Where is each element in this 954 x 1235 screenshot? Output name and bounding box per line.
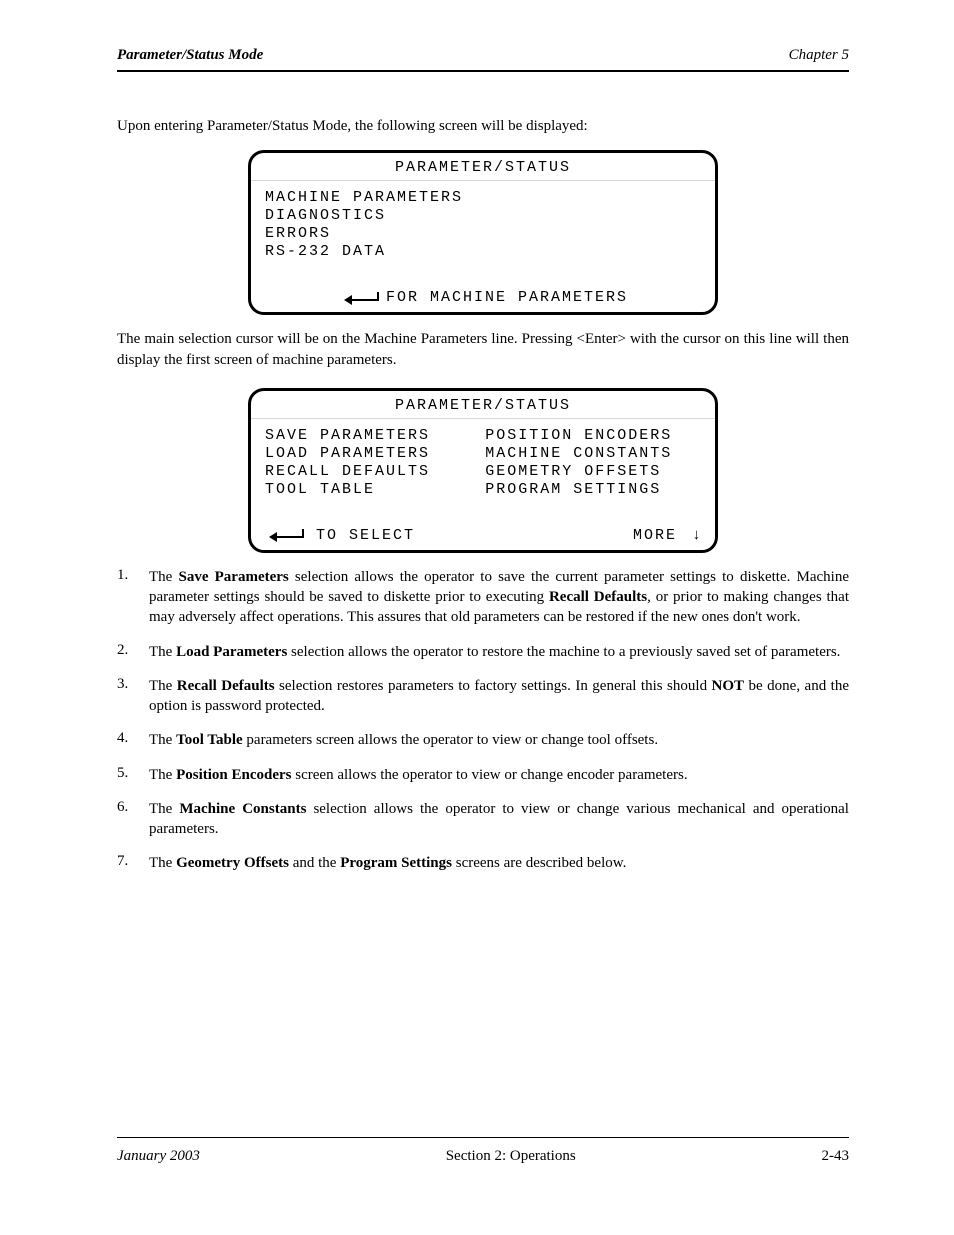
step-2: 2. The Load Parameters selection allows …: [117, 642, 849, 662]
screen-1-body: MACHINE PARAMETERS DIAGNOSTICS ERRORS RS…: [251, 181, 715, 285]
footer-rule: [117, 1137, 849, 1138]
screen-1-line-3: ERRORS: [265, 225, 701, 243]
term-recall-defaults: Recall Defaults: [549, 589, 647, 605]
step-5-text: The Position Encoders screen allows the …: [149, 765, 688, 785]
screen-2-footer-left: TO SELECT: [263, 527, 415, 544]
term-position-encoders: Position Encoders: [176, 767, 291, 783]
page: Parameter/Status Mode Chapter 5 Upon ent…: [0, 0, 954, 1235]
enter-icon: [263, 527, 305, 543]
page-footer: January 2003 Section 2: Operations 2-43: [117, 1137, 849, 1165]
step-2-num: 2.: [117, 642, 149, 662]
screen-2-left-1: SAVE PARAMETERS: [265, 427, 474, 445]
screen-2-left-2: LOAD PARAMETERS: [265, 445, 474, 463]
term-save-parameters: Save Parameters: [178, 569, 288, 585]
screen-1-line-4: RS-232 DATA: [265, 243, 701, 261]
device-screen-1: PARAMETER/STATUS MACHINE PARAMETERS DIAG…: [248, 150, 718, 315]
step-7-text: The Geometry Offsets and the Program Set…: [149, 853, 626, 873]
step-4-text: The Tool Table parameters screen allows …: [149, 730, 658, 750]
screen-1-footer-text: FOR MACHINE PARAMETERS: [386, 289, 628, 306]
emph-not: NOT: [712, 678, 745, 694]
screen-1-wrap: PARAMETER/STATUS MACHINE PARAMETERS DIAG…: [117, 150, 849, 315]
term-load-parameters: Load Parameters: [176, 644, 287, 660]
screen-1-line-2: DIAGNOSTICS: [265, 207, 701, 225]
screen-2-row: LOAD PARAMETERS MACHINE CONSTANTS: [265, 445, 701, 463]
screen-2-row: SAVE PARAMETERS POSITION ENCODERS: [265, 427, 701, 445]
header-rule: [117, 70, 849, 72]
screen-2-footer-right: MORE ↓: [633, 527, 703, 544]
footer-center: Section 2: Operations: [446, 1148, 576, 1165]
term-tool-table: Tool Table: [176, 732, 243, 748]
screen-2-left-4: TOOL TABLE: [265, 481, 474, 499]
term-program-settings: Program Settings: [340, 855, 452, 871]
screen-2-row: TOOL TABLE PROGRAM SETTINGS: [265, 481, 701, 499]
screen-2-left-3: RECALL DEFAULTS: [265, 463, 474, 481]
term-geometry-offsets: Geometry Offsets: [176, 855, 289, 871]
screen-2-row: RECALL DEFAULTS GEOMETRY OFFSETS: [265, 463, 701, 481]
step-6-text: The Machine Constants selection allows t…: [149, 799, 849, 840]
page-header: Parameter/Status Mode Chapter 5: [117, 47, 849, 64]
enter-icon: [338, 290, 380, 306]
step-1: 1. The Save Parameters selection allows …: [117, 567, 849, 628]
header-left: Parameter/Status Mode: [117, 47, 263, 64]
screen-2-title: PARAMETER/STATUS: [251, 391, 715, 419]
term-machine-constants: Machine Constants: [179, 801, 306, 817]
main-selection-note: The main selection cursor will be on the…: [117, 329, 849, 370]
device-screen-2: PARAMETER/STATUS SAVE PARAMETERS POSITIO…: [248, 388, 718, 553]
down-arrow-icon: ↓: [692, 527, 703, 544]
step-6: 6. The Machine Constants selection allow…: [117, 799, 849, 840]
screen-2-blank: [265, 499, 701, 517]
step-2-text: The Load Parameters selection allows the…: [149, 642, 840, 662]
footer-right: 2-43: [821, 1148, 849, 1165]
term-recall-defaults-2: Recall Defaults: [177, 678, 275, 694]
step-4-num: 4.: [117, 730, 149, 750]
step-3-text: The Recall Defaults selection restores p…: [149, 676, 849, 717]
step-7-num: 7.: [117, 853, 149, 873]
screen-2-enter-label: TO SELECT: [316, 527, 415, 544]
intro-text: Upon entering Parameter/Status Mode, the…: [117, 116, 849, 136]
header-right: Chapter 5: [789, 47, 849, 64]
step-1-num: 1.: [117, 567, 149, 628]
screen-1-line-1: MACHINE PARAMETERS: [265, 189, 701, 207]
screen-1-title: PARAMETER/STATUS: [251, 153, 715, 181]
step-1-text: The Save Parameters selection allows the…: [149, 567, 849, 628]
screen-1-footer: FOR MACHINE PARAMETERS: [251, 285, 715, 312]
screen-2-right-1: POSITION ENCODERS: [485, 427, 694, 445]
screen-2-more-text: MORE: [633, 527, 677, 544]
step-5: 5. The Position Encoders screen allows t…: [117, 765, 849, 785]
footer-left: January 2003: [117, 1148, 200, 1165]
screen-1-blank: [265, 261, 701, 279]
step-3-num: 3.: [117, 676, 149, 717]
step-5-num: 5.: [117, 765, 149, 785]
screen-2-body: SAVE PARAMETERS POSITION ENCODERS LOAD P…: [251, 419, 715, 523]
screen-2-footer: TO SELECT MORE ↓: [251, 523, 715, 550]
footer-row: January 2003 Section 2: Operations 2-43: [117, 1148, 849, 1165]
screen-2-right-4: PROGRAM SETTINGS: [485, 481, 694, 499]
step-6-num: 6.: [117, 799, 149, 840]
step-4: 4. The Tool Table parameters screen allo…: [117, 730, 849, 750]
screen-2-wrap: PARAMETER/STATUS SAVE PARAMETERS POSITIO…: [117, 388, 849, 553]
screen-2-right-2: MACHINE CONSTANTS: [485, 445, 694, 463]
step-7: 7. The Geometry Offsets and the Program …: [117, 853, 849, 873]
screen-2-right-3: GEOMETRY OFFSETS: [485, 463, 694, 481]
step-3: 3. The Recall Defaults selection restore…: [117, 676, 849, 717]
